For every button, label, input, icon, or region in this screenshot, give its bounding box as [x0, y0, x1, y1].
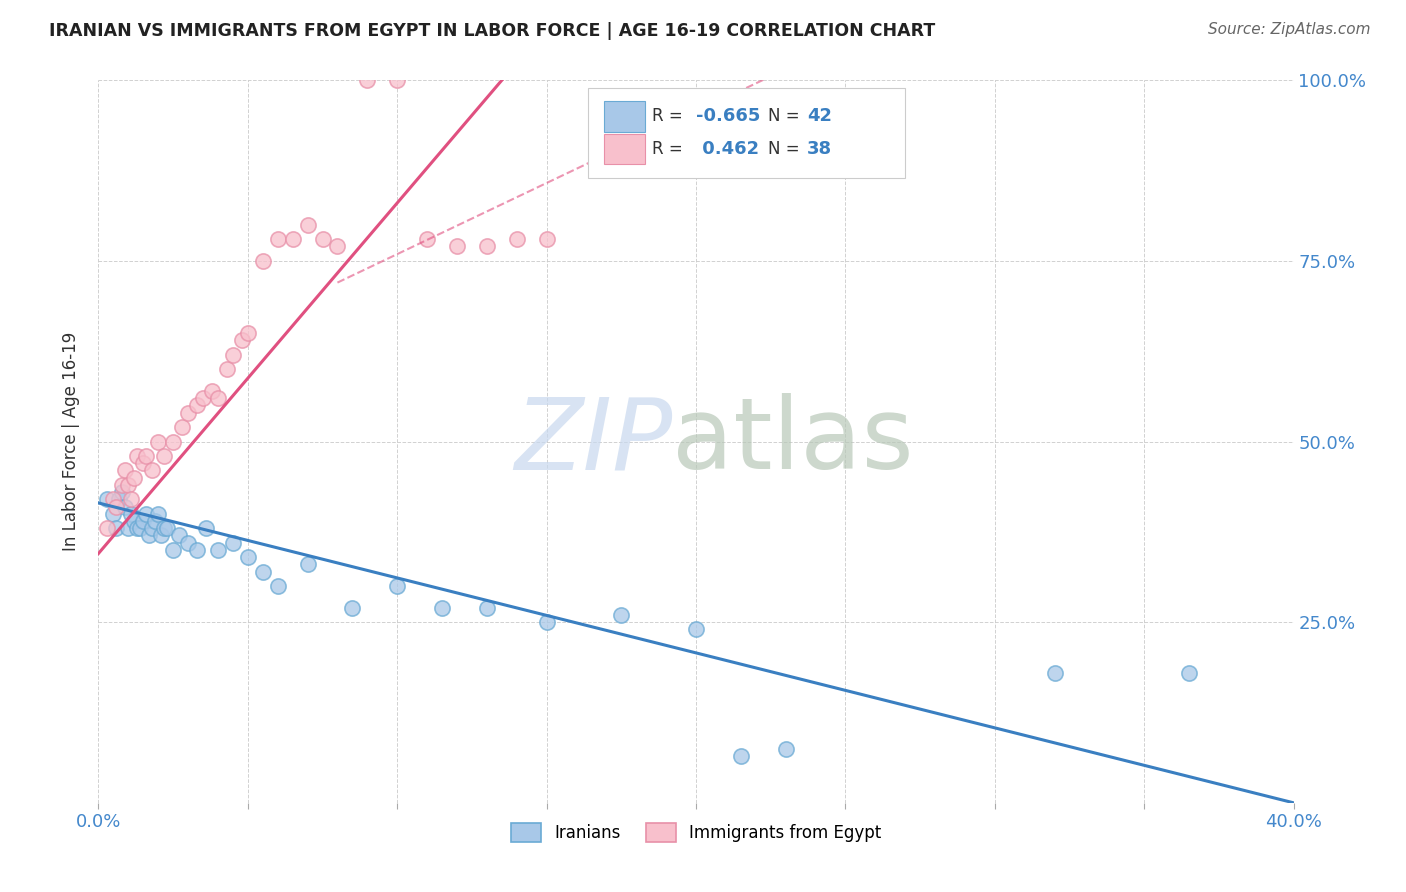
Text: N =: N =: [768, 140, 804, 158]
Point: [105, 500, 128, 514]
Text: -0.665: -0.665: [696, 107, 761, 126]
Point: [111, 478, 134, 492]
Point: [108, 492, 131, 507]
Point: [177, 406, 200, 420]
Text: atlas: atlas: [672, 393, 914, 490]
FancyBboxPatch shape: [605, 134, 644, 164]
Point: [124, 470, 146, 484]
Point: [1178, 665, 1201, 680]
Point: [252, 565, 274, 579]
Point: [475, 600, 498, 615]
Text: Source: ZipAtlas.com: Source: ZipAtlas.com: [1208, 22, 1371, 37]
Point: [475, 239, 498, 253]
Point: [430, 600, 453, 615]
Point: [201, 384, 224, 398]
Point: [610, 607, 633, 622]
Point: [385, 579, 409, 593]
Text: ZIP: ZIP: [513, 393, 672, 490]
Point: [135, 449, 157, 463]
Text: R =: R =: [652, 140, 688, 158]
Point: [297, 558, 319, 572]
Point: [446, 239, 468, 253]
Point: [281, 232, 304, 246]
Point: [111, 485, 134, 500]
Point: [311, 232, 333, 246]
Point: [114, 463, 136, 477]
Point: [132, 514, 155, 528]
Point: [297, 218, 319, 232]
Point: [105, 521, 128, 535]
Point: [1043, 665, 1066, 680]
Point: [96, 521, 118, 535]
Text: 42: 42: [807, 107, 832, 126]
Point: [195, 521, 218, 535]
Y-axis label: In Labor Force | Age 16-19: In Labor Force | Age 16-19: [62, 332, 80, 551]
Point: [236, 326, 259, 340]
Point: [148, 507, 170, 521]
Point: [103, 492, 125, 507]
Point: [207, 542, 229, 557]
Point: [536, 615, 558, 630]
Point: [143, 514, 166, 528]
Point: [117, 521, 139, 535]
Point: [730, 748, 752, 763]
Point: [326, 239, 349, 253]
Point: [342, 600, 364, 615]
Point: [177, 535, 200, 549]
Point: [191, 391, 214, 405]
Point: [222, 535, 245, 549]
Point: [207, 391, 229, 405]
Text: 0.462: 0.462: [696, 140, 759, 158]
Point: [162, 434, 184, 449]
Point: [135, 507, 157, 521]
Point: [127, 449, 149, 463]
Point: [267, 232, 290, 246]
Point: [356, 73, 378, 87]
Text: R =: R =: [652, 107, 688, 126]
Legend: Iranians, Immigrants from Egypt: Iranians, Immigrants from Egypt: [505, 816, 887, 848]
Point: [685, 623, 707, 637]
Point: [186, 398, 208, 412]
Point: [117, 478, 139, 492]
Point: [267, 579, 290, 593]
Point: [506, 232, 529, 246]
Point: [536, 232, 558, 246]
Point: [141, 463, 163, 477]
Point: [96, 492, 118, 507]
Point: [150, 528, 173, 542]
Point: [231, 334, 253, 348]
Point: [222, 348, 245, 362]
Text: IRANIAN VS IMMIGRANTS FROM EGYPT IN LABOR FORCE | AGE 16-19 CORRELATION CHART: IRANIAN VS IMMIGRANTS FROM EGYPT IN LABO…: [49, 22, 935, 40]
Point: [775, 741, 797, 756]
Point: [127, 521, 149, 535]
Point: [148, 434, 170, 449]
Text: N =: N =: [768, 107, 804, 126]
Point: [120, 507, 142, 521]
Point: [156, 521, 179, 535]
Point: [129, 521, 152, 535]
Point: [215, 362, 238, 376]
Point: [172, 420, 194, 434]
Point: [153, 521, 176, 535]
Point: [167, 528, 190, 542]
Point: [416, 232, 439, 246]
Text: 38: 38: [807, 140, 832, 158]
FancyBboxPatch shape: [605, 101, 644, 132]
Point: [236, 550, 259, 565]
Point: [141, 521, 163, 535]
Point: [186, 542, 208, 557]
Point: [103, 507, 125, 521]
Point: [120, 492, 142, 507]
Point: [385, 73, 409, 87]
Point: [252, 253, 274, 268]
Point: [153, 449, 176, 463]
Point: [114, 500, 136, 514]
Point: [138, 528, 160, 542]
Point: [132, 456, 155, 470]
Point: [124, 514, 146, 528]
FancyBboxPatch shape: [589, 87, 905, 178]
Point: [162, 542, 184, 557]
